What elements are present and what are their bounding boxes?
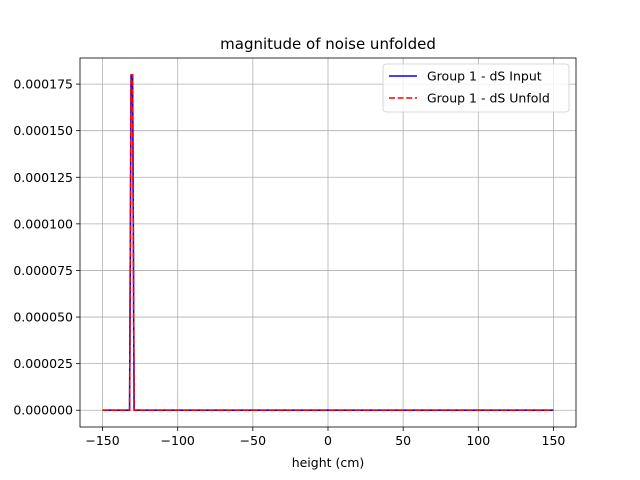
y-tick-label: 0.000125 [13, 170, 73, 185]
x-tick-label: −100 [161, 433, 195, 448]
y-axis: 0.000000 0.000025 0.000050 0.000075 0.000100… [13, 77, 80, 418]
legend-label: Group 1 - dS Input [427, 69, 542, 84]
y-tick-label: 0.000075 [13, 263, 73, 278]
x-axis: −150 −100 −50 0 50 100 150 [85, 427, 565, 448]
x-tick-label: 50 [395, 433, 411, 448]
y-tick-label: 0.000050 [13, 310, 73, 325]
y-tick-label: 0.000150 [13, 123, 73, 138]
x-tick-label: 100 [466, 433, 490, 448]
legend: Group 1 - dS Input Group 1 - dS Unfold [382, 63, 570, 113]
y-tick-label: 0.000025 [13, 356, 73, 371]
series-layer [102, 73, 554, 412]
y-tick-label: 0.000000 [13, 403, 73, 418]
x-tick-label: −50 [240, 433, 266, 448]
y-tick-label: 0.000100 [13, 216, 73, 231]
legend-box [382, 63, 570, 113]
x-tick-label: 0 [324, 433, 332, 448]
series-line-2 [102, 73, 554, 412]
x-axis-label: height (cm) [292, 455, 365, 470]
x-tick-label: −150 [85, 433, 119, 448]
legend-label: Group 1 - dS Unfold [427, 91, 550, 106]
y-tick-label: 0.000175 [13, 77, 73, 92]
chart-title: magnitude of noise unfolded [220, 35, 436, 53]
x-tick-label: 150 [542, 433, 566, 448]
